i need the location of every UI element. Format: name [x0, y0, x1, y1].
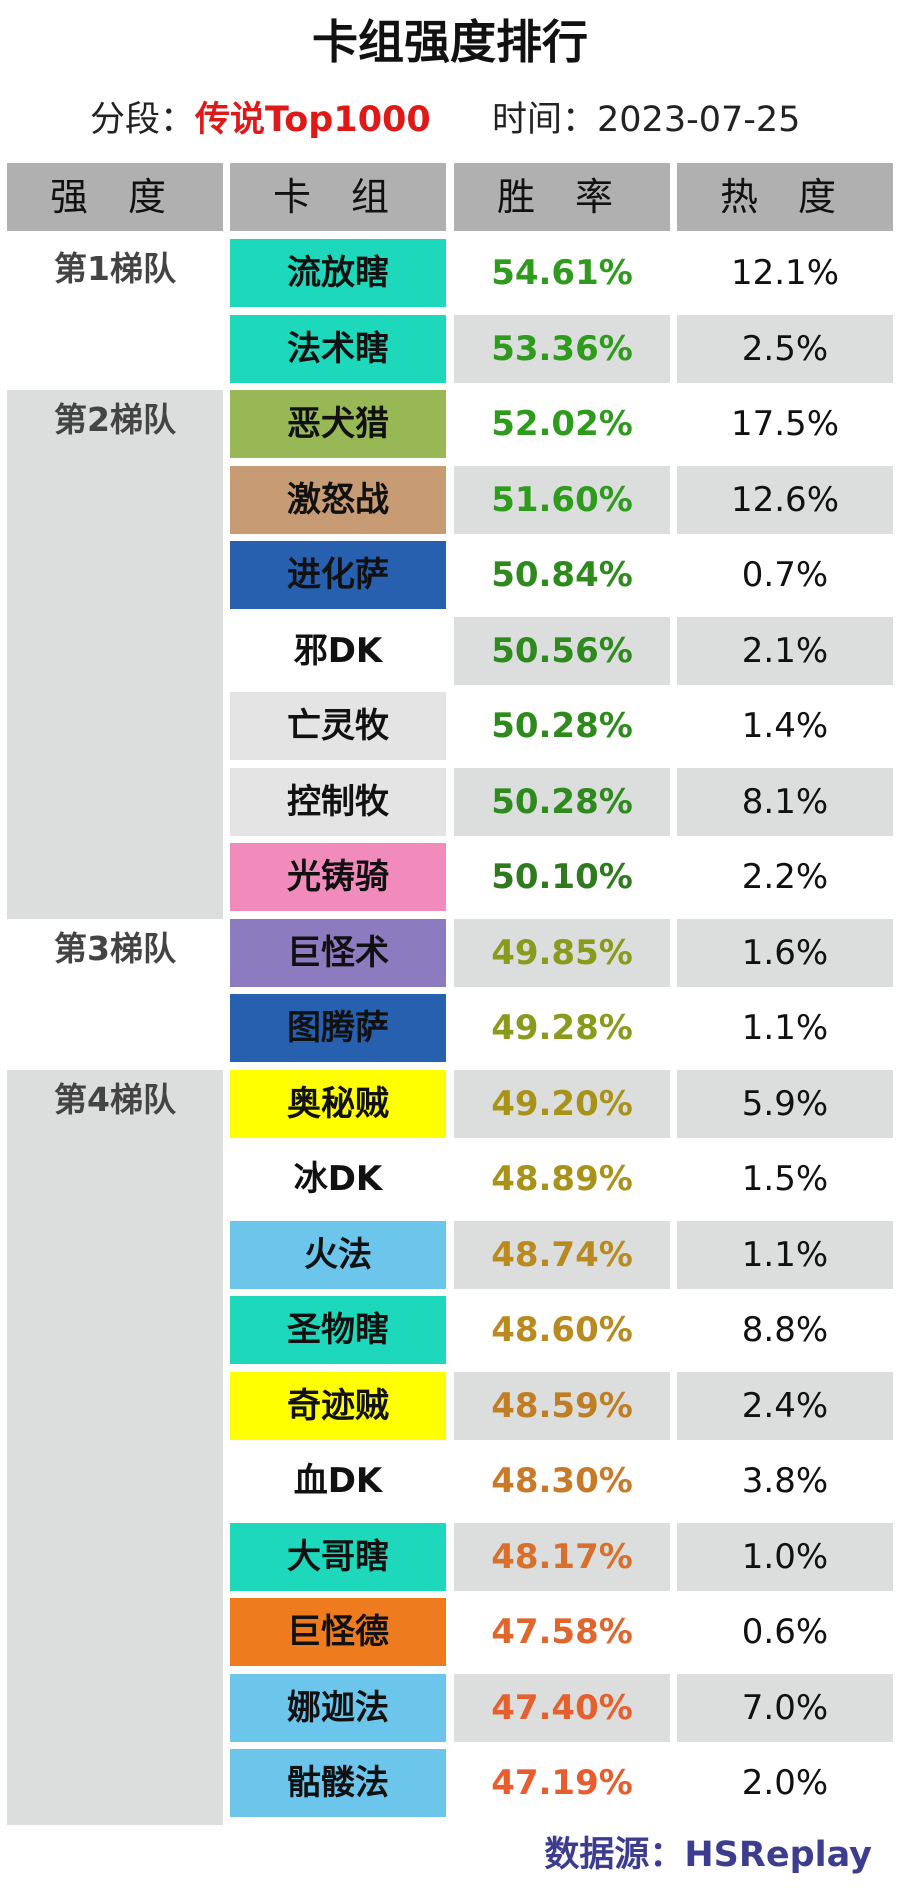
popularity-cell: 2.0% [741, 1763, 829, 1803]
popularity-cell: 1.1% [741, 1008, 829, 1048]
deck-name-cell: 冰DK [230, 1145, 446, 1213]
deck-name-cell: 恶犬猎 [230, 390, 446, 458]
popularity-cell: 8.8% [741, 1310, 829, 1350]
winrate-cell: 48.59% [454, 1371, 670, 1440]
time-label: 时间： [492, 100, 598, 140]
deck-name-cell: 激怒战 [230, 465, 446, 534]
winrate-cell: 50.56% [454, 616, 670, 685]
popularity-cell: 1.0% [677, 1522, 893, 1591]
time-info: 时间：2023-07-25 [492, 94, 800, 146]
winrate-cell: 47.40% [454, 1673, 670, 1742]
deck-name-cell: 进化萨 [230, 541, 446, 609]
winrate-cell: 47.58% [491, 1612, 633, 1652]
popularity-cell: 8.1% [677, 767, 893, 836]
deck-name-cell: 奥秘贼 [230, 1069, 446, 1138]
popularity-cell: 2.5% [677, 314, 893, 383]
deck-name-cell: 血DK [230, 1447, 446, 1515]
winrate-cell: 48.17% [454, 1522, 670, 1591]
header-winrate: 胜 率 [454, 163, 670, 231]
popularity-cell: 1.5% [741, 1159, 829, 1199]
popularity-cell: 1.1% [677, 1220, 893, 1289]
popularity-cell: 2.4% [677, 1371, 893, 1440]
tier-label: 第2梯队 [54, 400, 176, 439]
deck-name-cell: 大哥瞎 [230, 1522, 446, 1591]
deck-name-cell: 亡灵牧 [230, 692, 446, 760]
popularity-cell: 5.9% [677, 1069, 893, 1138]
winrate-cell: 51.60% [454, 465, 670, 534]
winrate-cell: 48.89% [491, 1159, 633, 1199]
source-label: 数据源： [544, 1835, 685, 1875]
source-value: HSReplay [684, 1835, 872, 1875]
tier-background [7, 390, 223, 919]
tier-label: 第4梯队 [54, 1079, 176, 1119]
popularity-cell: 2.2% [741, 857, 829, 897]
popularity-cell: 1.6% [677, 918, 893, 987]
deck-name-cell: 娜迦法 [230, 1673, 446, 1742]
deck-name-cell: 巨怪德 [230, 1598, 446, 1666]
tier-label: 第1梯队 [54, 249, 176, 288]
popularity-cell: 12.6% [677, 465, 893, 534]
winrate-cell: 54.61% [491, 253, 633, 293]
popularity-cell: 17.5% [730, 404, 839, 444]
winrate-cell: 48.74% [454, 1220, 670, 1289]
winrate-cell: 52.02% [491, 404, 633, 444]
popularity-cell: 0.7% [741, 555, 829, 595]
winrate-cell: 48.30% [491, 1461, 633, 1501]
segment-value: 传说Top1000 [195, 100, 431, 140]
time-value: 2023-07-25 [597, 100, 801, 140]
deck-name-cell: 圣物瞎 [230, 1296, 446, 1364]
deck-name-cell: 法术瞎 [230, 314, 446, 383]
deck-name-cell: 火法 [230, 1220, 446, 1289]
header-tier: 强 度 [7, 163, 223, 231]
winrate-cell: 50.10% [491, 857, 633, 897]
deck-name-cell: 控制牧 [230, 767, 446, 836]
winrate-cell: 47.19% [491, 1763, 633, 1803]
header-popularity: 热 度 [677, 163, 893, 231]
popularity-cell: 12.1% [730, 253, 839, 293]
page-title: 卡组强度排行 [312, 15, 588, 69]
deck-name-cell: 光铸骑 [230, 843, 446, 911]
segment-label: 分段： [90, 100, 196, 140]
deck-name-cell: 流放瞎 [230, 239, 446, 307]
winrate-cell: 49.85% [454, 918, 670, 987]
winrate-cell: 53.36% [454, 314, 670, 383]
header-deck: 卡 组 [230, 163, 446, 231]
popularity-cell: 2.1% [677, 616, 893, 685]
winrate-cell: 49.28% [491, 1008, 633, 1048]
winrate-cell: 50.84% [491, 555, 633, 595]
popularity-cell: 7.0% [677, 1673, 893, 1742]
popularity-cell: 3.8% [741, 1461, 829, 1501]
tier-background [7, 1069, 223, 1825]
deck-name-cell: 巨怪术 [230, 918, 446, 987]
winrate-cell: 49.20% [454, 1069, 670, 1138]
winrate-cell: 50.28% [454, 767, 670, 836]
winrate-cell: 50.28% [491, 706, 633, 746]
tier-label: 第3梯队 [54, 928, 176, 968]
deck-name-cell: 奇迹贼 [230, 1371, 446, 1440]
winrate-cell: 48.60% [491, 1310, 633, 1350]
deck-name-cell: 骷髅法 [230, 1749, 446, 1817]
deck-name-cell: 图腾萨 [230, 994, 446, 1062]
segment-info: 分段：传说Top1000 [90, 94, 431, 146]
deck-name-cell: 邪DK [230, 616, 446, 685]
popularity-cell: 0.6% [741, 1612, 829, 1652]
popularity-cell: 1.4% [741, 706, 829, 746]
data-source: 数据源：HSReplay [544, 1830, 872, 1880]
